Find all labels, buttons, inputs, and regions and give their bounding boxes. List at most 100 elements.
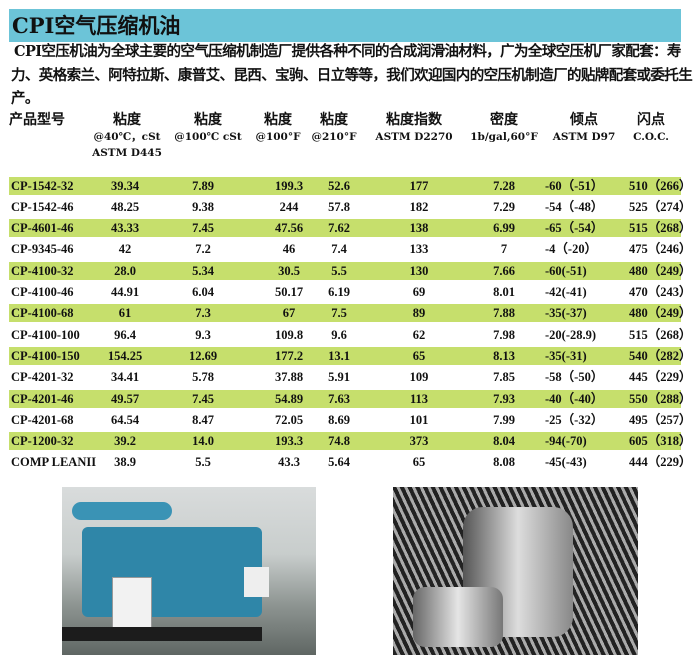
table-cell: CP-4100-68 [11, 306, 74, 321]
table-cell: 64.54 [110, 412, 140, 427]
table-cell: 9.38 [192, 199, 214, 214]
table-cell: COMP LEANII [11, 455, 97, 470]
column-header: 倾点 ASTM D97 [548, 112, 620, 145]
table-cell: 57.8 [328, 199, 350, 214]
table-cell: 49.57 [110, 391, 140, 406]
table-cell: 9.3 [195, 327, 211, 342]
table-cell: 177.2 [274, 348, 304, 363]
table-cell: 37.88 [274, 370, 304, 385]
table-cell: 65 [412, 348, 426, 363]
table-row: CP-4201-46 49.57 7.45 54.89 7.63 113 7.93 -40（-… [9, 389, 692, 408]
table-cell: CP-4201-32 [11, 370, 74, 385]
table-cell: 89 [412, 306, 426, 321]
page-title: CPI空气压缩机油 [9, 9, 681, 42]
table-cell: 605（318） [629, 434, 692, 449]
table-cell: 7.66 [493, 263, 515, 278]
table-cell: 373 [409, 434, 429, 449]
table-cell: 8.04 [493, 434, 515, 449]
table-cell: 12.69 [188, 348, 218, 363]
table-cell: 7.45 [192, 221, 214, 236]
table-cell: 30.5 [278, 263, 300, 278]
table-row: CP-1200-32 39.2 14.0 193.3 74.8 373 8.04 -94(-7… [9, 432, 692, 451]
header-sub: @210°F [311, 130, 357, 143]
table-cell: 7.62 [328, 221, 350, 236]
table-cell: 550（288） [629, 391, 692, 406]
table-cell: 7.88 [493, 306, 515, 321]
table-cell: 7.29 [493, 199, 515, 214]
table-cell: 6.19 [328, 285, 350, 299]
header-label: 粘度 [320, 111, 348, 128]
table-row: CP-4201-68 64.54 8.47 72.05 8.69 101 7.99 -25（-… [9, 411, 692, 429]
table-row: CP-4100-100 96.4 9.3 109.8 9.6 62 7.98 -20(-28.… [9, 326, 692, 344]
table-cell: 525（274） [629, 199, 692, 214]
table-cell: -35(-31) [545, 348, 587, 363]
header-label: 密度 [490, 111, 518, 128]
table-cell: 7.3 [195, 306, 211, 321]
table-cell: CP-9345-46 [11, 242, 74, 257]
table-cell: 470（243） [629, 285, 692, 299]
table-row: COMP LEANII 38.9 5.5 43.3 5.64 65 8.08 -45(-43)… [9, 453, 692, 471]
table-cell: 480（249） [629, 306, 692, 321]
table-cell: 7.28 [493, 178, 515, 193]
table-cell: 39.2 [114, 434, 136, 449]
table-cell: -54（-48） [545, 199, 604, 214]
table-cell: 5.91 [328, 370, 350, 385]
table-cell: 5.5 [331, 263, 347, 278]
column-header: 密度 1b/gal,60°F [462, 112, 546, 145]
table-cell: -4（-20） [545, 242, 598, 257]
table-cell: 39.34 [110, 178, 140, 193]
table-cell: 9.6 [331, 327, 347, 342]
column-header: 闪点 C.O.C. [622, 112, 680, 145]
table-cell: 177 [409, 178, 429, 193]
header-sub: @40℃，cSt [93, 130, 161, 143]
table-cell: -60(-51) [545, 263, 587, 278]
table-cell: -45(-43) [545, 455, 587, 470]
table-cell: 244 [279, 199, 299, 214]
table-cell: 34.41 [110, 370, 140, 385]
table-cell: 7.98 [493, 327, 515, 342]
table-cell: 109 [409, 370, 429, 385]
header-label: 粘度 [194, 111, 222, 128]
table-cell: 113 [409, 391, 429, 406]
table-cell: 8.08 [493, 455, 515, 470]
table-cell: 54.89 [274, 391, 304, 406]
table-cell: 5.64 [328, 455, 350, 470]
header-label: 产品型号 [9, 111, 65, 128]
column-header: 粘度 @210°F [308, 112, 360, 145]
table-cell: -42(-41) [545, 285, 587, 299]
table-row: CP-4201-32 34.41 5.78 37.88 5.91 109 7.85 -58（-… [9, 368, 692, 386]
table-cell: 47.56 [274, 221, 304, 236]
header-label: 粘度 [113, 111, 141, 128]
compressor-photo [62, 486, 316, 655]
table-cell: 7.5 [331, 306, 347, 321]
table-cell: 133 [409, 242, 429, 257]
table-cell: 495（257） [629, 412, 692, 427]
header-label: 闪点 [637, 111, 665, 128]
table-cell: 101 [409, 412, 429, 427]
table-cell: 6.04 [192, 285, 214, 299]
table-cell: 7.93 [493, 391, 515, 406]
intro-paragraph: CPI空压机油为全球主要的空气压缩机制造厂提供各种不同的合成润滑油材料，广为全球… [11, 43, 693, 107]
table-cell: 7.63 [328, 391, 350, 406]
table-cell: 130 [409, 263, 429, 278]
header-sub: C.O.C. [633, 130, 669, 143]
column-header: 粘度指数 ASTM D2270 [368, 112, 460, 145]
table-cell: -40（-40） [545, 391, 604, 406]
table-cell: 7.99 [493, 412, 515, 427]
header-sub: ASTM D97 [552, 130, 616, 143]
table-row: CP-4100-32 28.0 5.34 30.5 5.5 130 7.66 -60(-51)… [9, 261, 692, 280]
table-cell: CP-4201-68 [11, 412, 74, 427]
table-cell: CP-1542-46 [11, 199, 74, 214]
table-cell: 7 [500, 242, 508, 257]
table-cell: 43.33 [110, 221, 140, 236]
table-cell: 5.78 [192, 370, 214, 385]
header-sub: @100℃ cSt [174, 130, 242, 143]
table-cell: 43.3 [278, 455, 300, 470]
content: CPI空压机油为全球主要的空气压缩机制造厂提供各种不同的合成润滑油材料，广为全球… [0, 40, 700, 671]
table-cell: 444（229） [629, 455, 692, 470]
spec-table: 产品型号 粘度 @40℃，cSt ASTM D445 粘度 @100℃ cSt 粘度 @100… [0, 111, 700, 671]
gears-photo [393, 486, 638, 655]
table-cell: 69 [412, 285, 426, 299]
table-cell: -20(-28.9) [545, 327, 597, 342]
table-cell: 109.8 [274, 327, 304, 342]
